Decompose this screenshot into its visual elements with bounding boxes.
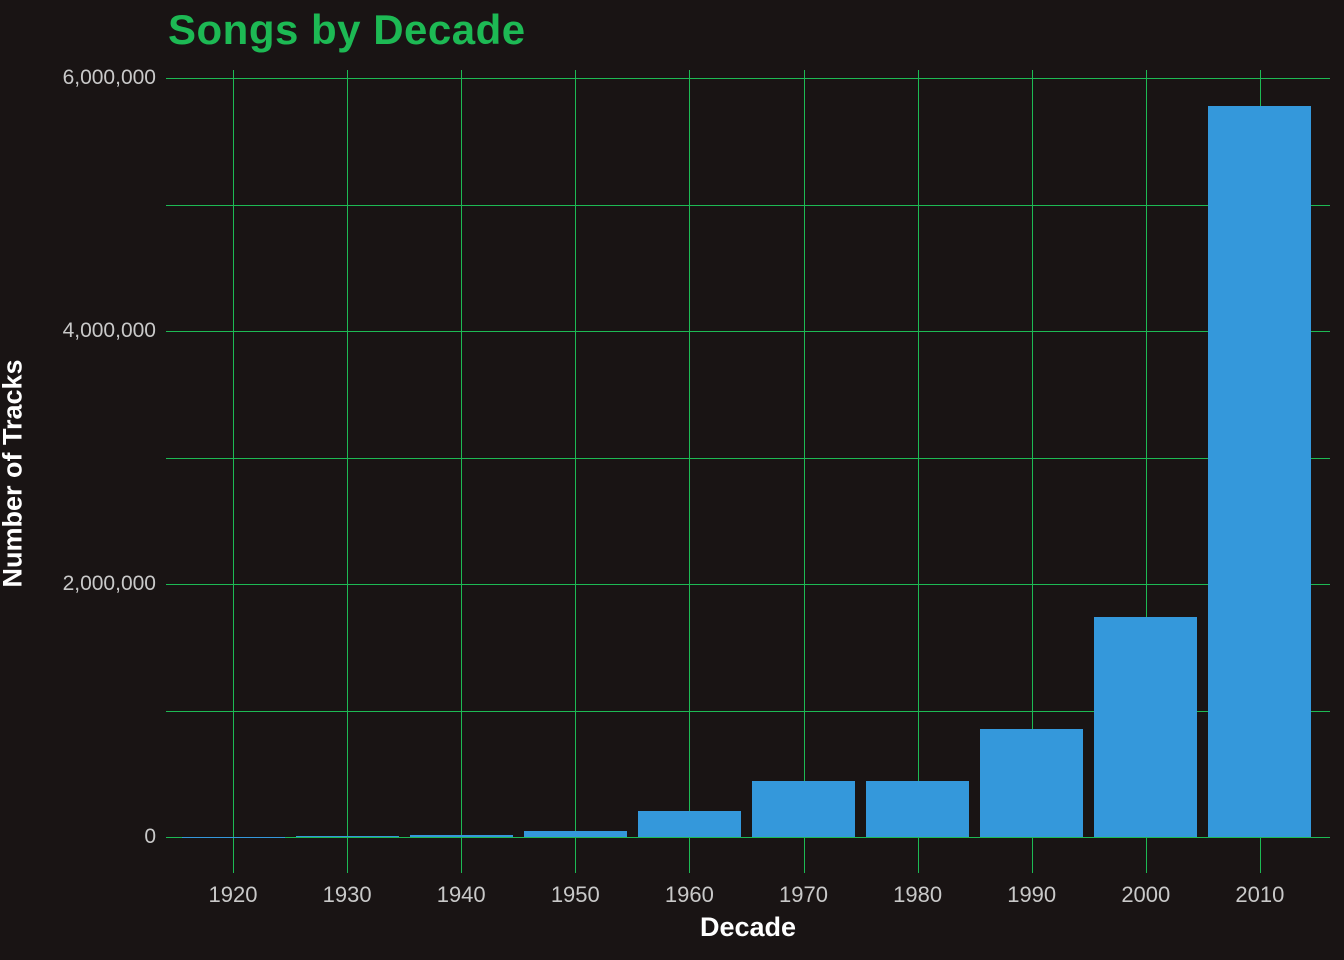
x-tick-label: 1920	[208, 882, 258, 907]
horizontal-gridline	[166, 837, 1330, 838]
x-tick-label: 1940	[436, 882, 486, 907]
bar-1970	[752, 781, 855, 837]
x-tick-label: 1960	[664, 882, 714, 907]
bar-1930	[295, 836, 399, 837]
vertical-gridline	[575, 70, 577, 873]
y-tick-label: 4,000,000	[62, 319, 156, 342]
horizontal-gridline	[166, 710, 1330, 712]
y-tick-label: 0	[144, 825, 156, 848]
vertical-gridline	[803, 70, 805, 873]
y-tick-label: 6,000,000	[62, 66, 156, 89]
horizontal-gridline	[166, 331, 1330, 332]
bar-1960	[637, 811, 741, 837]
x-axis-title: Decade	[699, 912, 797, 942]
vertical-gridline	[917, 70, 919, 873]
x-tick-label: 1970	[779, 882, 828, 907]
vertical-gridline	[1031, 70, 1033, 873]
bar-2000	[1094, 616, 1198, 837]
x-tick-label: 2010	[1235, 882, 1285, 907]
horizontal-gridline	[166, 584, 1330, 585]
x-tick-label: 1980	[893, 882, 943, 907]
x-tick-label: 1990	[1007, 882, 1057, 907]
x-tick-label: 1950	[550, 882, 600, 907]
horizontal-gridline	[166, 78, 1330, 79]
bar-1940	[409, 835, 513, 837]
y-tick-label: 2,000,000	[62, 572, 156, 595]
x-tick-label: 2000	[1121, 882, 1171, 907]
vertical-gridline	[233, 70, 234, 873]
bar-1990	[980, 729, 1084, 837]
vertical-gridline	[689, 70, 691, 873]
vertical-gridline	[347, 70, 349, 873]
bar-1980	[866, 780, 970, 837]
plot-area	[166, 70, 1330, 873]
x-tick-label: 1930	[322, 882, 372, 907]
chart-title: Songs by Decade	[168, 6, 526, 53]
horizontal-gridline	[166, 457, 1330, 459]
bar-2010	[1208, 105, 1312, 837]
horizontal-gridline	[166, 204, 1330, 206]
bar-1950	[523, 830, 627, 837]
vertical-gridline	[461, 70, 463, 873]
vertical-gridline	[1145, 70, 1147, 873]
